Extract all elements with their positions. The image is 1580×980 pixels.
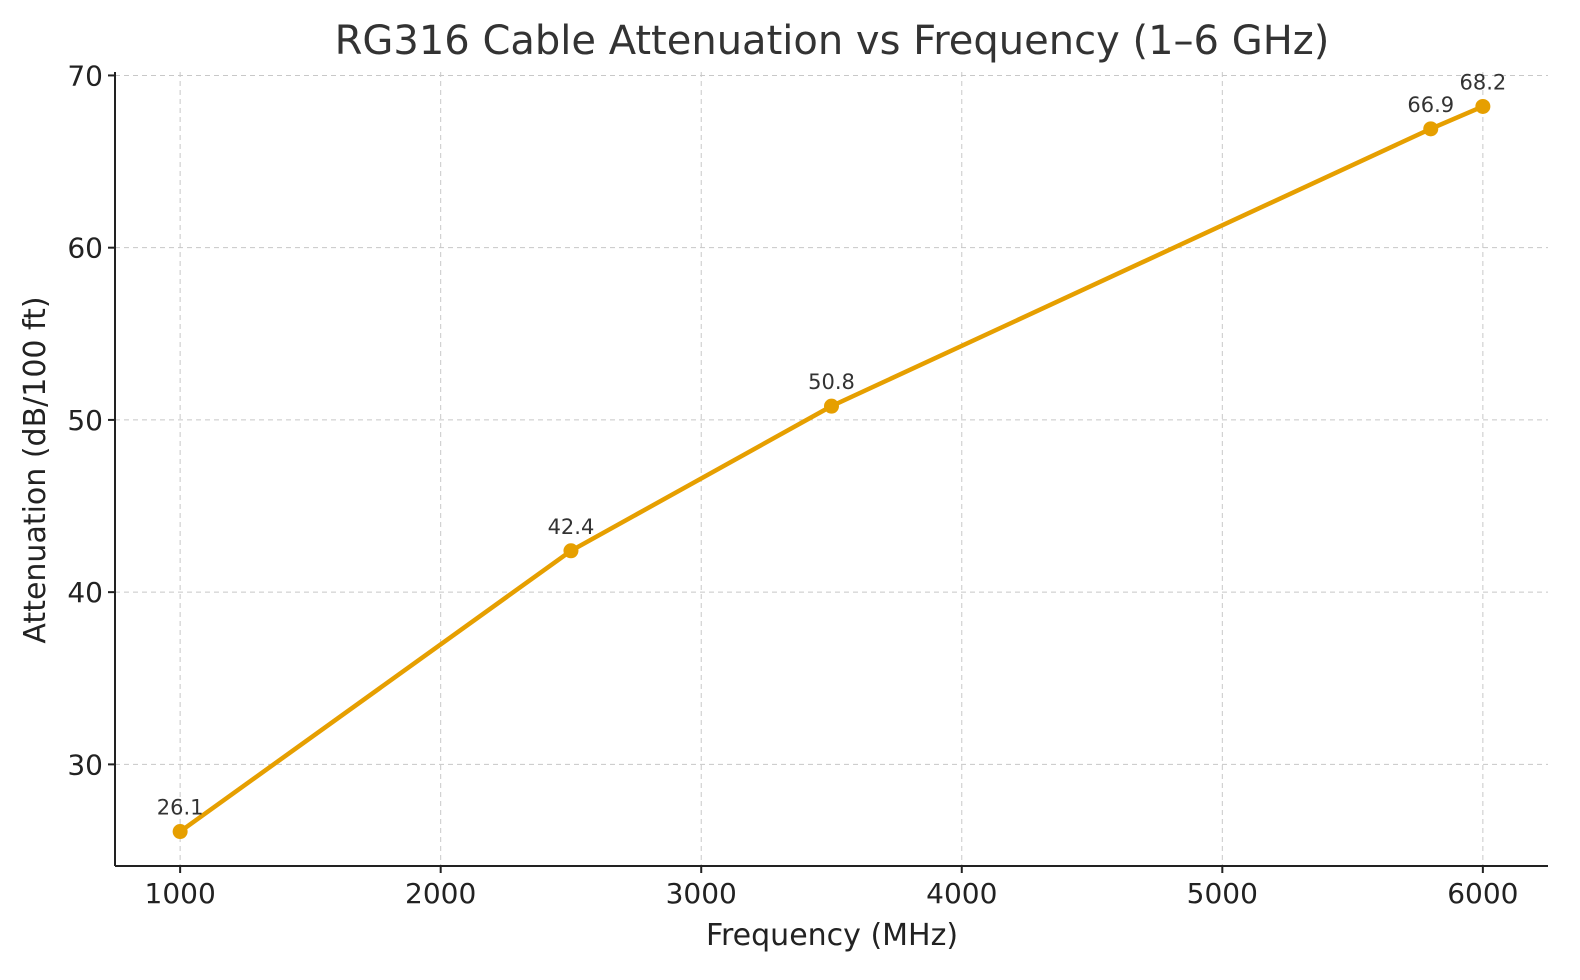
y-tick-label: 30 bbox=[67, 748, 103, 781]
y-tick-label: 70 bbox=[67, 59, 103, 92]
data-point bbox=[172, 824, 188, 840]
data-point bbox=[563, 543, 579, 559]
series-line bbox=[178, 104, 1484, 834]
data-label: 50.8 bbox=[808, 370, 855, 394]
data-label: 26.1 bbox=[157, 796, 204, 820]
data-point bbox=[1475, 98, 1491, 114]
y-tick-label: 40 bbox=[67, 576, 103, 609]
x-tick-label: 4000 bbox=[926, 877, 997, 910]
x-tick-label: 3000 bbox=[666, 877, 737, 910]
series: 26.1 42.4 50.8 66.968.2 bbox=[157, 70, 1506, 840]
y-tick-label: 50 bbox=[67, 404, 103, 437]
x-tick-label: 2000 bbox=[405, 877, 476, 910]
x-tick-label: 1000 bbox=[145, 877, 216, 910]
y-tick-label: 60 bbox=[67, 232, 103, 265]
data-label: 42.4 bbox=[548, 515, 595, 539]
y-axis-label: Attenuation (dB/100 ft) bbox=[18, 296, 53, 643]
grid bbox=[115, 72, 1548, 866]
x-axis-label: Frequency (MHz) bbox=[706, 918, 958, 953]
data-point bbox=[1423, 121, 1439, 137]
data-point bbox=[824, 398, 839, 414]
axes: 1000 2000 3000 4000 5000 6000 30 40 50 60 70 bbox=[67, 59, 1548, 910]
x-tick-label: 6000 bbox=[1447, 877, 1518, 910]
data-label: 68.2 bbox=[1459, 70, 1506, 94]
data-label: 66.9 bbox=[1407, 93, 1454, 117]
chart-title: RG316 Cable Attenuation vs Frequency (1–… bbox=[335, 18, 1330, 64]
x-tick-label: 5000 bbox=[1187, 877, 1258, 910]
